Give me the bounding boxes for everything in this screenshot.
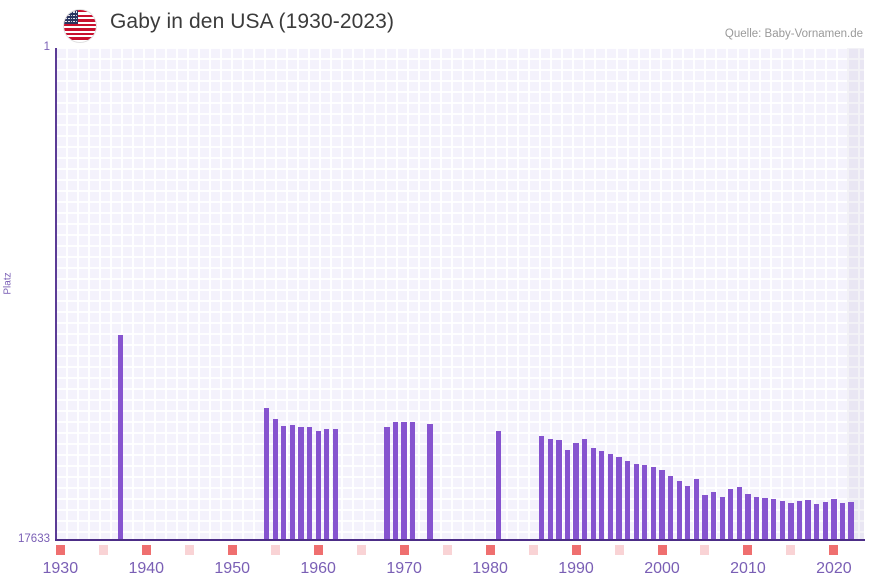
- bar-1987[interactable]: [547, 438, 553, 540]
- y-axis-line: [55, 48, 57, 540]
- bar-2002[interactable]: [676, 481, 682, 540]
- bar-1994[interactable]: [607, 453, 614, 540]
- x-tick-2000: [657, 545, 667, 555]
- y-axis-top-label: 1: [43, 41, 50, 53]
- bar-2020[interactable]: [831, 498, 837, 540]
- bar-1996[interactable]: [624, 460, 631, 540]
- bar-2006[interactable]: [710, 491, 717, 540]
- x-axis-label-1940: 1940: [128, 560, 165, 577]
- bar-2009[interactable]: [736, 486, 743, 540]
- bar-1962[interactable]: [332, 428, 339, 540]
- bar-2004[interactable]: [693, 478, 700, 540]
- bar-2003[interactable]: [685, 485, 691, 540]
- bar-1981[interactable]: [496, 431, 502, 540]
- bar-2008[interactable]: [728, 488, 734, 540]
- bar-1993[interactable]: [599, 451, 605, 540]
- bar-2018[interactable]: [814, 503, 820, 540]
- x-tick-1995: [614, 545, 624, 555]
- x-tick-1975: [442, 545, 452, 555]
- us-flag-icon: [64, 10, 96, 42]
- bar-1937[interactable]: [117, 335, 124, 540]
- bar-1968[interactable]: [384, 426, 390, 540]
- bar-1998[interactable]: [642, 465, 648, 540]
- bar-2017[interactable]: [805, 499, 811, 540]
- bar-2022[interactable]: [848, 501, 854, 540]
- x-tick-1965: [356, 545, 366, 555]
- bar-2012[interactable]: [762, 497, 768, 540]
- x-tick-1970: [399, 545, 409, 555]
- bar-1969[interactable]: [392, 422, 399, 540]
- x-axis-label-1970: 1970: [386, 560, 422, 577]
- bar-1973[interactable]: [427, 424, 433, 540]
- bar-1955[interactable]: [272, 419, 278, 540]
- bar-series-platz: [56, 48, 864, 540]
- x-tick-1950: [227, 545, 237, 555]
- bar-1956[interactable]: [281, 426, 287, 540]
- x-axis-label-1990: 1990: [558, 560, 594, 577]
- bar-2007[interactable]: [719, 496, 725, 540]
- x-axis-label-1980: 1980: [472, 560, 508, 577]
- x-tick-1980: [485, 545, 495, 555]
- x-axis-label-2020: 2020: [816, 560, 852, 577]
- x-axis-label-1960: 1960: [300, 560, 336, 577]
- x-tick-1930: [55, 545, 65, 555]
- bar-2014[interactable]: [779, 501, 785, 540]
- bar-1960[interactable]: [315, 431, 321, 540]
- x-axis-label-2000: 2000: [644, 560, 680, 577]
- x-tick-1990: [571, 545, 581, 555]
- x-tick-1985: [528, 545, 538, 555]
- bar-1954[interactable]: [263, 407, 270, 540]
- bar-2016[interactable]: [796, 500, 803, 540]
- bar-1957[interactable]: [289, 425, 296, 540]
- x-tick-2005: [700, 545, 710, 555]
- x-axis-label-2010: 2010: [730, 560, 766, 577]
- bar-1995[interactable]: [616, 457, 622, 540]
- bar-1986[interactable]: [538, 435, 545, 540]
- bar-1992[interactable]: [590, 447, 596, 540]
- page-title: Gaby in den USA (1930-2023): [110, 10, 395, 33]
- bar-2021[interactable]: [839, 503, 846, 540]
- bar-1990[interactable]: [573, 442, 579, 540]
- y-axis-bottom-label: 17633: [18, 533, 50, 545]
- x-tick-2010: [743, 545, 753, 555]
- bar-2000[interactable]: [659, 469, 665, 540]
- bar-2005[interactable]: [702, 494, 708, 540]
- bar-1997[interactable]: [633, 463, 639, 540]
- x-tick-1960: [313, 545, 323, 555]
- x-tick-1945: [184, 545, 194, 555]
- bar-2013[interactable]: [771, 499, 777, 540]
- source-credit: Quelle: Baby-Vornamen.de: [724, 28, 863, 40]
- x-tick-2015: [786, 545, 796, 555]
- bar-2019[interactable]: [822, 501, 828, 540]
- bar-1971[interactable]: [410, 422, 416, 540]
- bar-1988[interactable]: [556, 440, 562, 540]
- x-axis-label-1950: 1950: [214, 560, 250, 577]
- bar-1959[interactable]: [306, 427, 313, 540]
- x-tick-2020: [829, 545, 839, 555]
- x-axis-line: [55, 539, 865, 541]
- x-axis-label-1930: 1930: [42, 560, 79, 577]
- bar-2001[interactable]: [667, 476, 674, 540]
- x-tick-1955: [270, 545, 280, 555]
- bar-1958[interactable]: [298, 426, 304, 540]
- bar-2015[interactable]: [788, 502, 794, 540]
- bar-1999[interactable]: [650, 466, 657, 540]
- bar-1970[interactable]: [401, 422, 407, 540]
- bar-1961[interactable]: [324, 428, 330, 540]
- bar-2010[interactable]: [745, 494, 751, 540]
- bar-1991[interactable]: [581, 438, 588, 540]
- bar-2011[interactable]: [753, 496, 760, 540]
- x-tick-1940: [141, 545, 151, 555]
- y-axis-title: Platz: [2, 272, 14, 295]
- x-tick-1935: [98, 545, 108, 555]
- plot-area: [56, 48, 864, 540]
- grid-lines: [56, 48, 864, 540]
- bar-1989[interactable]: [564, 449, 571, 540]
